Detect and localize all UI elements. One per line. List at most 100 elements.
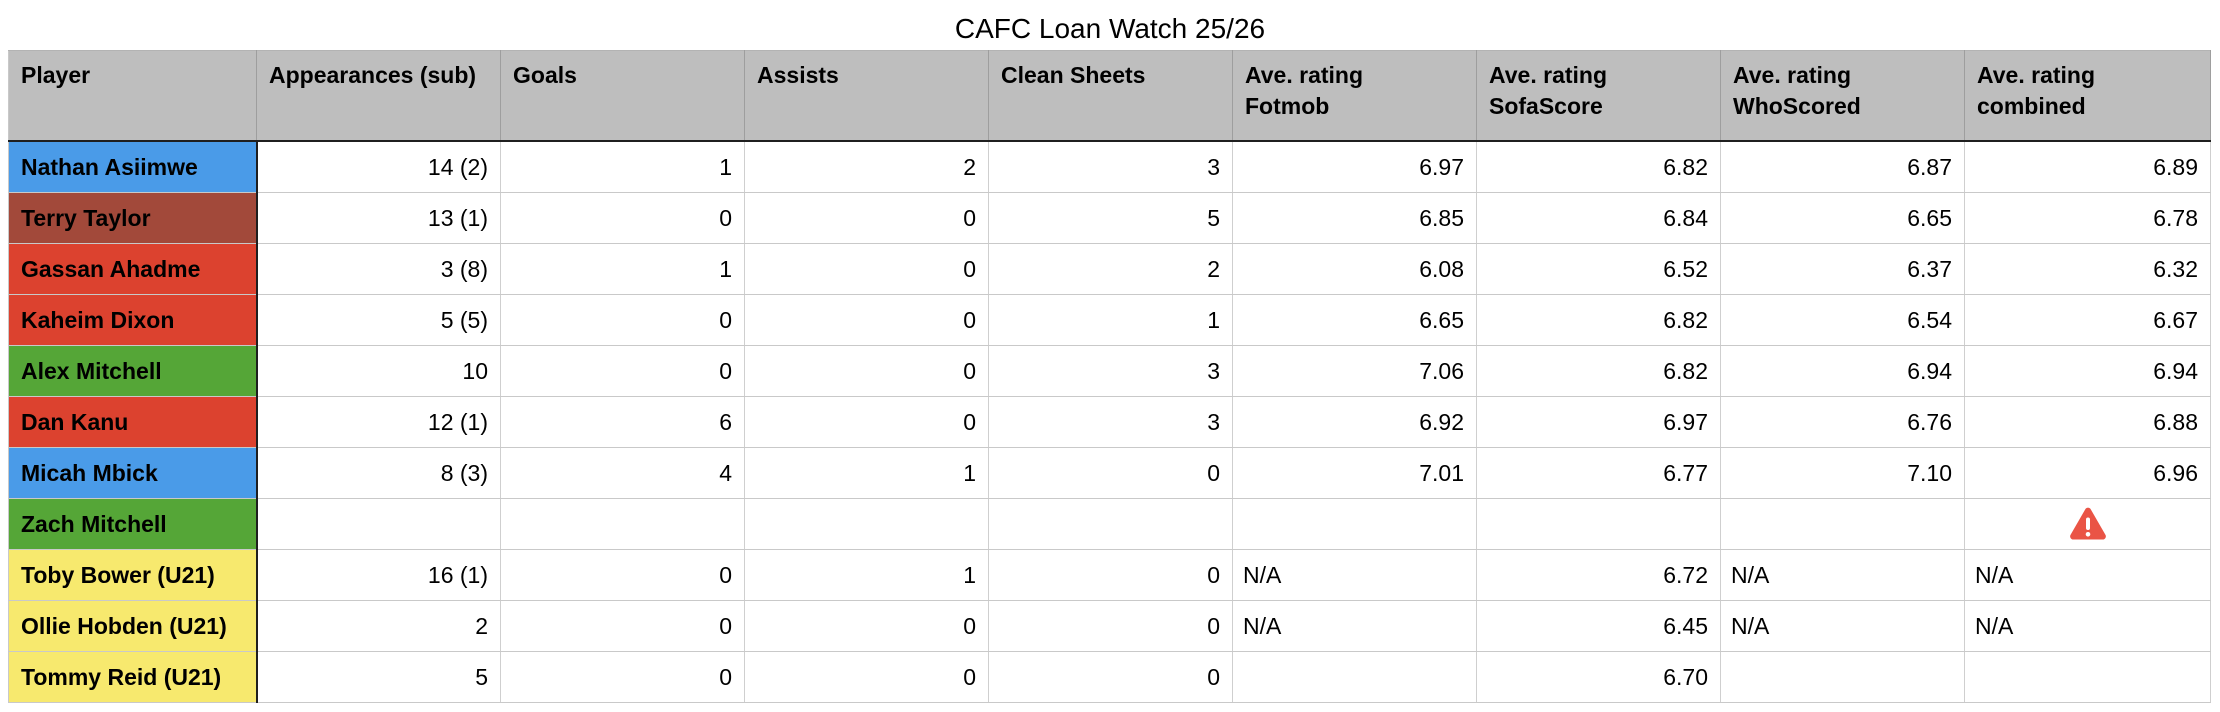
stat-cell[interactable]: 0 bbox=[744, 600, 989, 652]
stat-cell[interactable]: 0 bbox=[988, 600, 1233, 652]
column-header[interactable]: Clean Sheets bbox=[988, 50, 1233, 142]
stat-cell[interactable]: 4 bbox=[500, 447, 745, 499]
player-name-cell[interactable]: Toby Bower (U21) bbox=[8, 549, 258, 601]
stat-cell[interactable] bbox=[988, 498, 1233, 550]
stat-cell[interactable]: 1 bbox=[744, 549, 989, 601]
stat-cell[interactable]: 0 bbox=[988, 549, 1233, 601]
stat-cell[interactable]: 6.37 bbox=[1720, 243, 1965, 295]
stat-cell[interactable]: 6.92 bbox=[1232, 396, 1477, 448]
stat-cell[interactable]: 6.54 bbox=[1720, 294, 1965, 346]
stat-cell[interactable]: 6 bbox=[500, 396, 745, 448]
stat-cell[interactable]: 6.89 bbox=[1964, 141, 2211, 193]
stat-cell[interactable]: 6.67 bbox=[1964, 294, 2211, 346]
stat-cell[interactable]: 6.97 bbox=[1232, 141, 1477, 193]
stat-cell[interactable]: 3 bbox=[988, 396, 1233, 448]
stat-cell[interactable] bbox=[500, 498, 745, 550]
player-name-cell[interactable]: Terry Taylor bbox=[8, 192, 258, 244]
stat-cell[interactable]: 1 bbox=[744, 447, 989, 499]
stat-cell[interactable]: 6.65 bbox=[1232, 294, 1477, 346]
player-name-cell[interactable]: Micah Mbick bbox=[8, 447, 258, 499]
player-name-cell[interactable]: Nathan Asiimwe bbox=[8, 141, 258, 193]
stat-cell[interactable]: N/A bbox=[1720, 600, 1965, 652]
stat-cell[interactable]: 6.84 bbox=[1476, 192, 1721, 244]
stat-cell[interactable]: 0 bbox=[500, 345, 745, 397]
stat-cell[interactable]: 5 (5) bbox=[256, 294, 501, 346]
stat-cell[interactable] bbox=[1720, 498, 1965, 550]
stat-cell[interactable]: 6.87 bbox=[1720, 141, 1965, 193]
stat-cell[interactable]: 0 bbox=[500, 600, 745, 652]
stat-cell[interactable]: 6.32 bbox=[1964, 243, 2211, 295]
stat-cell[interactable] bbox=[1232, 498, 1477, 550]
stat-cell[interactable]: 1 bbox=[988, 294, 1233, 346]
player-name-cell[interactable]: Dan Kanu bbox=[8, 396, 258, 448]
stat-cell[interactable]: 6.82 bbox=[1476, 141, 1721, 193]
stat-cell[interactable]: 7.10 bbox=[1720, 447, 1965, 499]
stat-cell[interactable]: 0 bbox=[988, 447, 1233, 499]
player-name-cell[interactable]: Kaheim Dixon bbox=[8, 294, 258, 346]
stat-cell[interactable]: 6.72 bbox=[1476, 549, 1721, 601]
stat-cell[interactable]: 0 bbox=[744, 651, 989, 703]
stat-cell[interactable]: 0 bbox=[500, 549, 745, 601]
player-name-cell[interactable]: Tommy Reid (U21) bbox=[8, 651, 258, 703]
stat-cell[interactable]: 2 bbox=[744, 141, 989, 193]
stat-cell[interactable]: 6.97 bbox=[1476, 396, 1721, 448]
stat-cell[interactable] bbox=[1964, 651, 2211, 703]
stat-cell[interactable]: 6.45 bbox=[1476, 600, 1721, 652]
stat-cell[interactable]: 6.78 bbox=[1964, 192, 2211, 244]
column-header[interactable]: Ave. rating WhoScored bbox=[1720, 50, 1965, 142]
stat-cell[interactable]: 3 (8) bbox=[256, 243, 501, 295]
stat-cell[interactable]: 6.76 bbox=[1720, 396, 1965, 448]
stat-cell[interactable]: 5 bbox=[256, 651, 501, 703]
stat-cell[interactable]: 0 bbox=[500, 192, 745, 244]
stat-cell[interactable]: 6.65 bbox=[1720, 192, 1965, 244]
stat-cell[interactable]: 0 bbox=[988, 651, 1233, 703]
stat-cell[interactable]: 0 bbox=[744, 396, 989, 448]
stat-cell[interactable]: 6.94 bbox=[1720, 345, 1965, 397]
stat-cell[interactable]: N/A bbox=[1232, 600, 1477, 652]
stat-cell[interactable]: 1 bbox=[500, 141, 745, 193]
stat-cell[interactable]: 0 bbox=[500, 294, 745, 346]
column-header[interactable]: Assists bbox=[744, 50, 989, 142]
stat-cell[interactable]: 7.01 bbox=[1232, 447, 1477, 499]
stat-cell[interactable] bbox=[744, 498, 989, 550]
column-header[interactable]: Ave. rating SofaScore bbox=[1476, 50, 1721, 142]
stat-cell[interactable]: 6.94 bbox=[1964, 345, 2211, 397]
stat-cell[interactable]: 0 bbox=[744, 294, 989, 346]
stat-cell[interactable]: 0 bbox=[744, 243, 989, 295]
stat-cell[interactable] bbox=[1964, 498, 2211, 550]
stat-cell[interactable]: 10 bbox=[256, 345, 501, 397]
stat-cell[interactable]: N/A bbox=[1720, 549, 1965, 601]
stat-cell[interactable]: N/A bbox=[1964, 600, 2211, 652]
stat-cell[interactable]: N/A bbox=[1232, 549, 1477, 601]
stat-cell[interactable]: 6.77 bbox=[1476, 447, 1721, 499]
player-name-cell[interactable]: Gassan Ahadme bbox=[8, 243, 258, 295]
warning-triangle-icon[interactable] bbox=[2068, 506, 2108, 543]
stat-cell[interactable]: 6.88 bbox=[1964, 396, 2211, 448]
stat-cell[interactable]: 5 bbox=[988, 192, 1233, 244]
column-header[interactable]: Goals bbox=[500, 50, 745, 142]
stat-cell[interactable] bbox=[256, 498, 501, 550]
stat-cell[interactable]: 2 bbox=[256, 600, 501, 652]
stat-cell[interactable]: 13 (1) bbox=[256, 192, 501, 244]
stat-cell[interactable] bbox=[1232, 651, 1477, 703]
stat-cell[interactable]: 6.82 bbox=[1476, 345, 1721, 397]
stat-cell[interactable]: 0 bbox=[744, 345, 989, 397]
stat-cell[interactable]: 3 bbox=[988, 141, 1233, 193]
player-name-cell[interactable]: Alex Mitchell bbox=[8, 345, 258, 397]
column-header[interactable]: Player bbox=[8, 50, 257, 142]
stat-cell[interactable]: 0 bbox=[744, 192, 989, 244]
stat-cell[interactable]: 6.08 bbox=[1232, 243, 1477, 295]
stat-cell[interactable]: 6.82 bbox=[1476, 294, 1721, 346]
stat-cell[interactable] bbox=[1476, 498, 1721, 550]
stat-cell[interactable]: 8 (3) bbox=[256, 447, 501, 499]
stat-cell[interactable]: N/A bbox=[1964, 549, 2211, 601]
stat-cell[interactable]: 16 (1) bbox=[256, 549, 501, 601]
stat-cell[interactable]: 1 bbox=[500, 243, 745, 295]
stat-cell[interactable]: 2 bbox=[988, 243, 1233, 295]
stat-cell[interactable]: 14 (2) bbox=[256, 141, 501, 193]
stat-cell[interactable]: 0 bbox=[500, 651, 745, 703]
column-header[interactable]: Appearances (sub) bbox=[256, 50, 501, 142]
stat-cell[interactable] bbox=[1720, 651, 1965, 703]
stat-cell[interactable]: 3 bbox=[988, 345, 1233, 397]
stat-cell[interactable]: 6.85 bbox=[1232, 192, 1477, 244]
